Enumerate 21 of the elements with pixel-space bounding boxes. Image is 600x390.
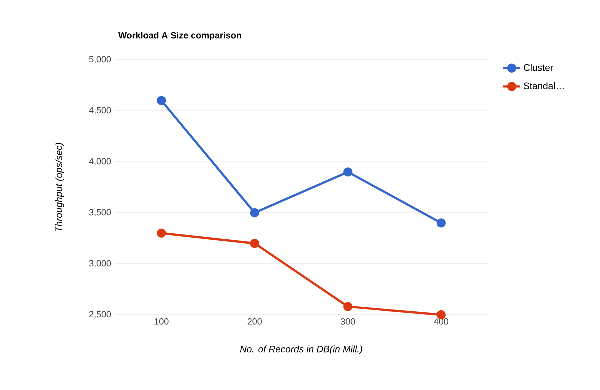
y-tick-label: 4,000 [89,158,112,166]
y-tick-label: 2,500 [90,311,112,319]
x-tick-label: 300 [340,318,356,325]
y-tick-label: 3,500 [89,209,112,217]
chart-title: Workload A Size comparison [118,32,242,40]
x-axis-title: No. of Records in DB(in Mill.) [240,346,362,355]
point [344,302,353,312]
point [157,228,166,238]
x-tick-label: 200 [248,318,262,325]
point [157,96,166,106]
x-tick-label: 100 [154,318,169,325]
y-tick-label: 3,000 [89,260,112,268]
y-tick-label: 5,000 [89,56,112,64]
legend-label: Cluster [524,64,554,72]
legend-label: Standal… [524,82,564,90]
y-axis-title: Throughput (ops/sec) [55,143,64,232]
point [344,168,353,177]
y-tick-label: 4,500 [89,107,112,115]
point [250,208,260,218]
point [250,239,260,248]
point [436,218,446,228]
